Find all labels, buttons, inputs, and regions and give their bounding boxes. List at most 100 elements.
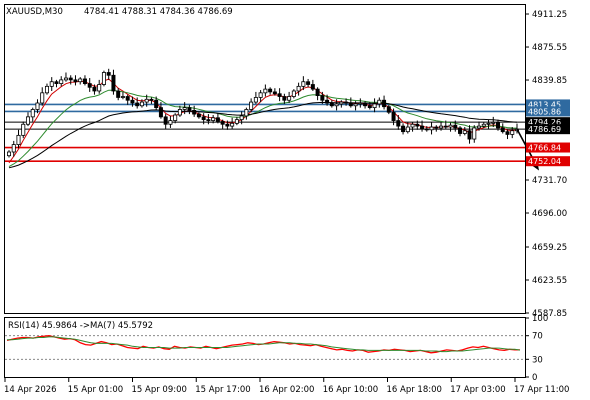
candle-bull (101, 72, 106, 85)
candle-bull (30, 109, 35, 118)
candle-bear (196, 113, 201, 118)
candle-bull (173, 114, 178, 121)
level-label-box (526, 142, 570, 153)
candle-bear (320, 95, 325, 101)
candle-bear (401, 125, 406, 133)
candle-bull (168, 120, 173, 125)
candle-bear (201, 116, 206, 121)
level-label-box (526, 99, 570, 110)
rsi-tick-label: 0 (532, 373, 537, 383)
candle-bull (253, 97, 258, 103)
candle-bull (234, 119, 239, 124)
candle-bull (59, 79, 64, 84)
price-tick-label: 4875.55 (532, 43, 567, 53)
level-label: 4813.45 (528, 100, 561, 109)
price-tick-label: 4696.00 (532, 209, 567, 219)
candle-bull (339, 101, 344, 105)
price-tick-label: 4623.55 (532, 276, 567, 286)
time-tick-label: 17 Apr 03:00 (450, 385, 505, 395)
candle-bull (40, 92, 45, 104)
candle-bear (225, 123, 230, 127)
candle-bull (477, 125, 482, 129)
level-label: 4805.86 (528, 107, 561, 116)
candle-bear (68, 77, 73, 81)
candle-bear (272, 91, 277, 95)
candle-bear (458, 127, 463, 134)
time-tick-label: 16 Apr 02:00 (259, 385, 314, 395)
candle-bull (239, 115, 244, 121)
candle-bear (116, 90, 121, 98)
candle-bear (215, 117, 220, 122)
candle-bear (192, 109, 197, 115)
rsi-ma-line (7, 336, 521, 353)
candle-bull (353, 103, 358, 107)
candle-bull (78, 78, 83, 83)
time-tick-label: 17 Apr 11:00 (514, 385, 569, 395)
candle-bear (382, 99, 387, 108)
candle-bull (249, 101, 254, 110)
candle-bear (367, 105, 372, 109)
candle-bear (163, 116, 168, 125)
candle-bull (258, 92, 263, 98)
candle-bear (282, 96, 287, 101)
candle-bull (296, 85, 301, 92)
candle-bear (206, 119, 211, 122)
rsi-tick-label: 100 (532, 314, 548, 324)
candle-bear (315, 88, 320, 97)
level-label-box (526, 117, 570, 128)
rsi-indicator: 100 70 30 0 (5, 314, 548, 383)
candle-bear (453, 124, 458, 129)
level-label-box (526, 156, 570, 167)
candle-bear (73, 79, 78, 83)
candle-bull (7, 151, 12, 157)
level-label-box (526, 124, 570, 135)
candle-bull (16, 134, 21, 146)
level-label: 4786.69 (528, 125, 561, 134)
candle-bear (434, 126, 439, 129)
candle-bear (344, 101, 349, 104)
candle-bear (54, 81, 59, 84)
candle-bull (120, 96, 125, 98)
price-tick-label: 4731.70 (532, 176, 567, 186)
candle-bear (386, 106, 391, 113)
candle-bull (410, 123, 415, 128)
candle-bull (21, 123, 26, 136)
candle-bull (144, 98, 149, 103)
time-tick-label: 15 Apr 17:00 (195, 385, 250, 395)
candle-bear (220, 121, 225, 125)
candle-bull (405, 126, 410, 133)
ma-mid-line (8, 89, 518, 168)
candle-bear (106, 72, 111, 76)
candle-bear (348, 102, 353, 107)
candle-bull (63, 77, 68, 81)
candle-bear (415, 123, 420, 127)
time-tick-label: 16 Apr 18:00 (387, 385, 442, 395)
candle-bull (230, 122, 235, 127)
candle-bull (35, 102, 40, 110)
rsi-title: RSI(14) 45.9864 ->MA(7) 45.5792 (8, 321, 153, 331)
candle-bull (287, 96, 292, 101)
level-label-box (526, 106, 570, 117)
price-tick-label: 4911.25 (532, 10, 567, 20)
rsi-panel-frame (4, 317, 526, 378)
candle-bear (135, 102, 140, 107)
main-panel-frame (4, 4, 526, 314)
candle-bear (363, 102, 368, 107)
candle-bull (182, 107, 187, 110)
candle-bear (391, 111, 396, 121)
candle-bull (49, 81, 54, 87)
candle-bear (420, 125, 425, 130)
time-tick-label: 15 Apr 01:00 (68, 385, 123, 395)
candle-bull (25, 116, 30, 125)
candle-bull (429, 126, 434, 131)
candle-bear (310, 84, 315, 90)
price-axis: 4911.25 4875.55 4839.85 4731.70 4696.00 4659.… (525, 10, 567, 319)
candle-bull (139, 101, 144, 107)
candle-bull (510, 130, 515, 135)
candle-bull (263, 88, 268, 94)
candle-bear (92, 86, 97, 92)
candle-bear (149, 98, 154, 101)
candle-bull (301, 81, 306, 87)
